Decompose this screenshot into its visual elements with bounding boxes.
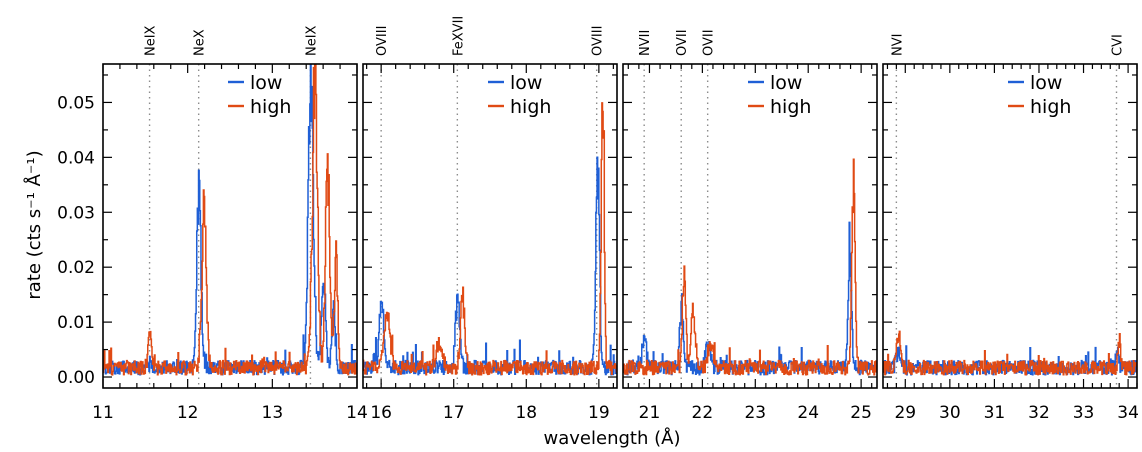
panels-layer: NeIX NeX NeIX 11 12 13 14 0.00 0.01 0.02 0.03 0.04 0… <box>57 16 1139 423</box>
legend-high-label: high <box>250 96 291 118</box>
panel-frame <box>102 63 358 389</box>
y-tick-label: 0.02 <box>57 258 95 278</box>
y-tick-label: 0.00 <box>57 368 95 388</box>
legend-low-label: low <box>250 72 282 94</box>
line-label-nvi: NVI <box>890 34 905 56</box>
line-label-oviii: OVIII <box>375 26 390 56</box>
x-tick-label: 25 <box>850 403 872 423</box>
x-tick-label: 12 <box>177 403 199 423</box>
x-tick-label: 22 <box>692 403 714 423</box>
x-tick-label: 16 <box>370 403 392 423</box>
x-tick-label: 18 <box>515 403 537 423</box>
panel-frame <box>622 63 878 389</box>
panel-frame <box>882 63 1138 389</box>
x-tick-label: 14 <box>346 403 368 423</box>
series-low-line <box>363 156 617 376</box>
legend-high-label: high <box>510 96 551 118</box>
line-label-ovii: OVII <box>702 29 717 56</box>
series-low-line <box>623 221 877 376</box>
x-tick-label: 19 <box>588 403 610 423</box>
line-label-nvii: NVII <box>638 30 653 56</box>
x-tick-label: 29 <box>894 403 916 423</box>
x-tick-label: 13 <box>262 403 284 423</box>
legend-low-label: low <box>510 72 542 94</box>
x-tick-label: 21 <box>639 403 661 423</box>
y-tick-label: 0.05 <box>57 93 95 113</box>
y-tick-label: 0.04 <box>57 148 95 168</box>
x-tick-label: 31 <box>984 403 1006 423</box>
x-axis-title: wavelength (Å) <box>544 427 681 449</box>
x-tick-label: 23 <box>744 403 766 423</box>
x-tick-label: 33 <box>1073 403 1095 423</box>
x-tick-label: 30 <box>939 403 961 423</box>
panel-1: NeIX NeX NeIX 11 12 13 14 0.00 0.01 0.02 0.03 0.04 0… <box>57 25 368 423</box>
x-tick-label: 11 <box>92 403 114 423</box>
line-label-neix: NeIX <box>144 25 159 56</box>
y-tick-label: 0.03 <box>57 203 95 223</box>
x-tick-label: 34 <box>1117 403 1139 423</box>
y-axis-title: rate (cts s⁻¹ Å⁻¹) <box>23 150 45 299</box>
series-high-line <box>103 64 357 376</box>
line-label-nex: NeX <box>193 29 208 56</box>
line-label-neix: NeIX <box>304 25 319 56</box>
x-tick-label: 17 <box>443 403 465 423</box>
line-label-fexvii: FeXVII <box>451 16 466 56</box>
line-label-cvi: CVI <box>1111 34 1126 56</box>
legend-low-label: low <box>1030 72 1062 94</box>
legend-high-label: high <box>1030 96 1071 118</box>
x-tick-label: 24 <box>797 403 819 423</box>
legend-high-label: high <box>770 96 811 118</box>
line-label-ovii: OVII <box>675 29 690 56</box>
series-high-line <box>883 330 1137 376</box>
x-tick-label: 32 <box>1028 403 1050 423</box>
line-label-oviii: OVIII <box>591 26 606 56</box>
legend-low-label: low <box>770 72 802 94</box>
series-high-line <box>623 158 877 376</box>
y-tick-label: 0.01 <box>57 313 95 333</box>
panel-frame <box>362 63 618 389</box>
series-high-line <box>363 102 617 376</box>
